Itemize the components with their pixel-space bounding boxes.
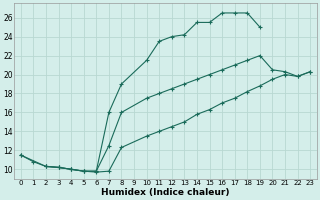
X-axis label: Humidex (Indice chaleur): Humidex (Indice chaleur) [101, 188, 230, 197]
